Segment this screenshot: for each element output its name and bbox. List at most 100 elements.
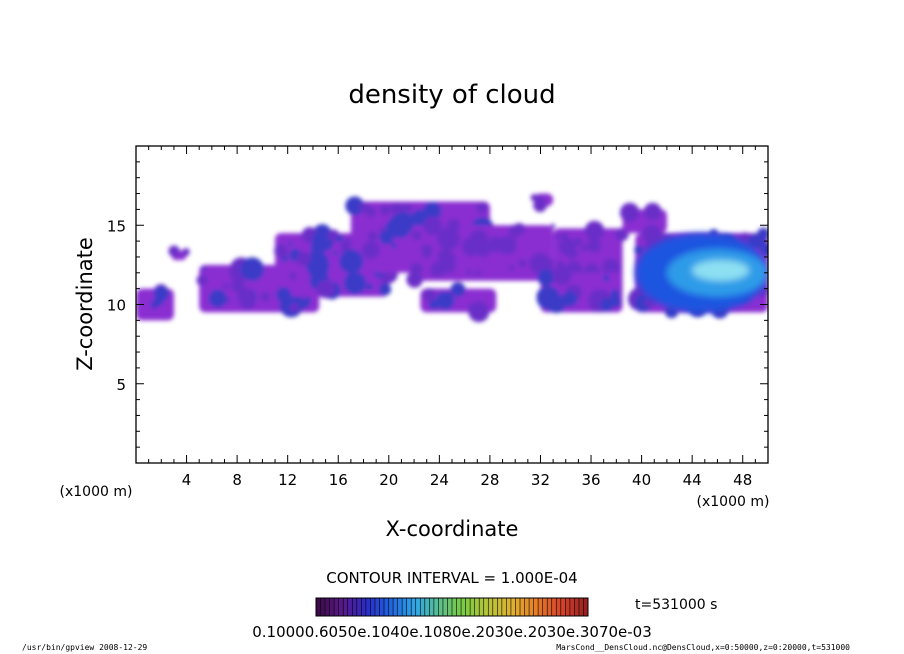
colorbar-swatch: [424, 598, 430, 616]
colorbar-swatch: [343, 598, 348, 616]
colorbar-swatch: [465, 598, 471, 616]
cloud-cell: [561, 291, 578, 307]
colorbar-swatch: [488, 598, 493, 616]
colorbar-swatch: [529, 598, 534, 616]
cloud-cell: [561, 232, 569, 240]
cloud-cell: [566, 248, 578, 260]
cloud-cell: [461, 236, 482, 257]
colorbar-swatch: [384, 598, 389, 616]
cloud-cell: [532, 259, 537, 264]
x-tick-label: 44: [683, 471, 702, 489]
cloud-cell: [237, 288, 256, 307]
y-tick-label: 15: [107, 217, 126, 235]
y-tick-label: 10: [107, 297, 126, 315]
cloud-cell: [487, 236, 505, 253]
field-core-layer: [635, 233, 768, 313]
cloud-cell: [339, 249, 364, 274]
cloud-cell: [201, 266, 206, 271]
cloud-cell: [634, 245, 644, 255]
cloud-cell: [428, 299, 439, 310]
cloud-cell: [366, 283, 374, 291]
cloud-cell: [153, 286, 170, 302]
colorbar-swatch: [356, 598, 362, 616]
colorbar-swatch: [456, 598, 462, 616]
cloud-cell: [411, 230, 422, 241]
cloud-cell: [586, 238, 602, 253]
colorbar-swatch: [415, 598, 421, 616]
cloud-cell: [513, 222, 526, 235]
cloud-cell: [644, 298, 653, 307]
colorbar-swatch: [483, 598, 489, 616]
cloud-cell: [305, 250, 329, 275]
cloud-cell: [602, 258, 621, 277]
cloud-cell: [573, 237, 583, 246]
colorbar-swatch: [347, 598, 353, 616]
cloud-cell: [223, 283, 229, 290]
cloud-cell: [555, 233, 561, 240]
cloud-cell: [423, 216, 443, 236]
cloud-cell: [550, 223, 556, 229]
x-tick-label: 20: [379, 471, 398, 489]
colorbar-frame: [315, 597, 589, 617]
cloud-cell: [390, 202, 403, 215]
colorbar-swatch: [334, 598, 339, 616]
cloud-cell: [332, 250, 338, 256]
colorbar-swatch: [470, 598, 475, 616]
colorbar-swatch: [569, 598, 575, 616]
colorbar-swatch: [397, 598, 403, 616]
colorbar-swatch: [388, 598, 394, 616]
cloud-cell: [422, 249, 432, 259]
cloud-cell: [760, 243, 768, 257]
cloud-cell: [508, 264, 515, 271]
colorbar: [315, 597, 589, 617]
cloud-cell: [592, 306, 598, 313]
colorbar-swatch: [474, 598, 480, 616]
cloud-cell: [466, 268, 473, 275]
colorbar-swatch: [565, 598, 570, 616]
cloud-cell: [437, 227, 461, 251]
footer-right: MarsCond__DensCloud.nc@DensCloud,x=0:500…: [556, 643, 850, 652]
cloud-cell: [537, 269, 555, 287]
cloud-cell: [400, 204, 408, 212]
colorbar-swatch: [438, 598, 443, 616]
colorbar-swatch: [365, 598, 371, 616]
cloud-cell: [260, 292, 271, 302]
cloud-cell: [476, 202, 488, 214]
colorbar-swatch: [461, 598, 466, 616]
colorbar-swatch: [542, 598, 548, 616]
cloud-cell: [288, 241, 293, 246]
cloud-cell: [406, 271, 423, 288]
cloud-cell: [757, 227, 768, 240]
colorbar-swatch: [578, 598, 584, 616]
colorbar-swatch: [510, 598, 516, 616]
cloud-cell: [423, 204, 436, 217]
colorbar-swatch: [492, 598, 498, 616]
y-tick-label: 5: [116, 376, 126, 394]
cloud-cell: [600, 297, 614, 312]
colorbar-swatch: [361, 598, 366, 616]
colorbar-swatch: [402, 598, 407, 616]
colorbar-swatch: [420, 598, 425, 616]
colorbar-swatch: [374, 598, 380, 616]
colorbar-swatch: [370, 598, 375, 616]
x-axis: 4 8 12 16 20 24 28 32 36 40 44 48: [148, 146, 756, 489]
colorbar-swatch: [325, 598, 330, 616]
cloud-cell: [378, 283, 392, 296]
cloud-cell: [296, 251, 311, 266]
x-tick-label: 48: [733, 471, 752, 489]
cloud-cell: [276, 287, 292, 303]
cloud-cell: [475, 270, 482, 277]
y-unit-label: (x1000 m): [60, 484, 133, 500]
cloud-cell: [208, 289, 227, 308]
cloud-density-field: [136, 193, 768, 323]
x-tick-label: 12: [278, 471, 297, 489]
cloud-cell: [196, 274, 208, 286]
cloud-cell: [168, 245, 180, 257]
cloud-cell: [468, 301, 490, 323]
chart-title: density of cloud: [348, 80, 555, 110]
colorbar-swatch: [515, 598, 520, 616]
colorbar-swatch: [520, 598, 525, 616]
x-tick-label: 16: [329, 471, 348, 489]
colorbar-swatch: [433, 598, 439, 616]
cloud-cell: [603, 274, 610, 282]
